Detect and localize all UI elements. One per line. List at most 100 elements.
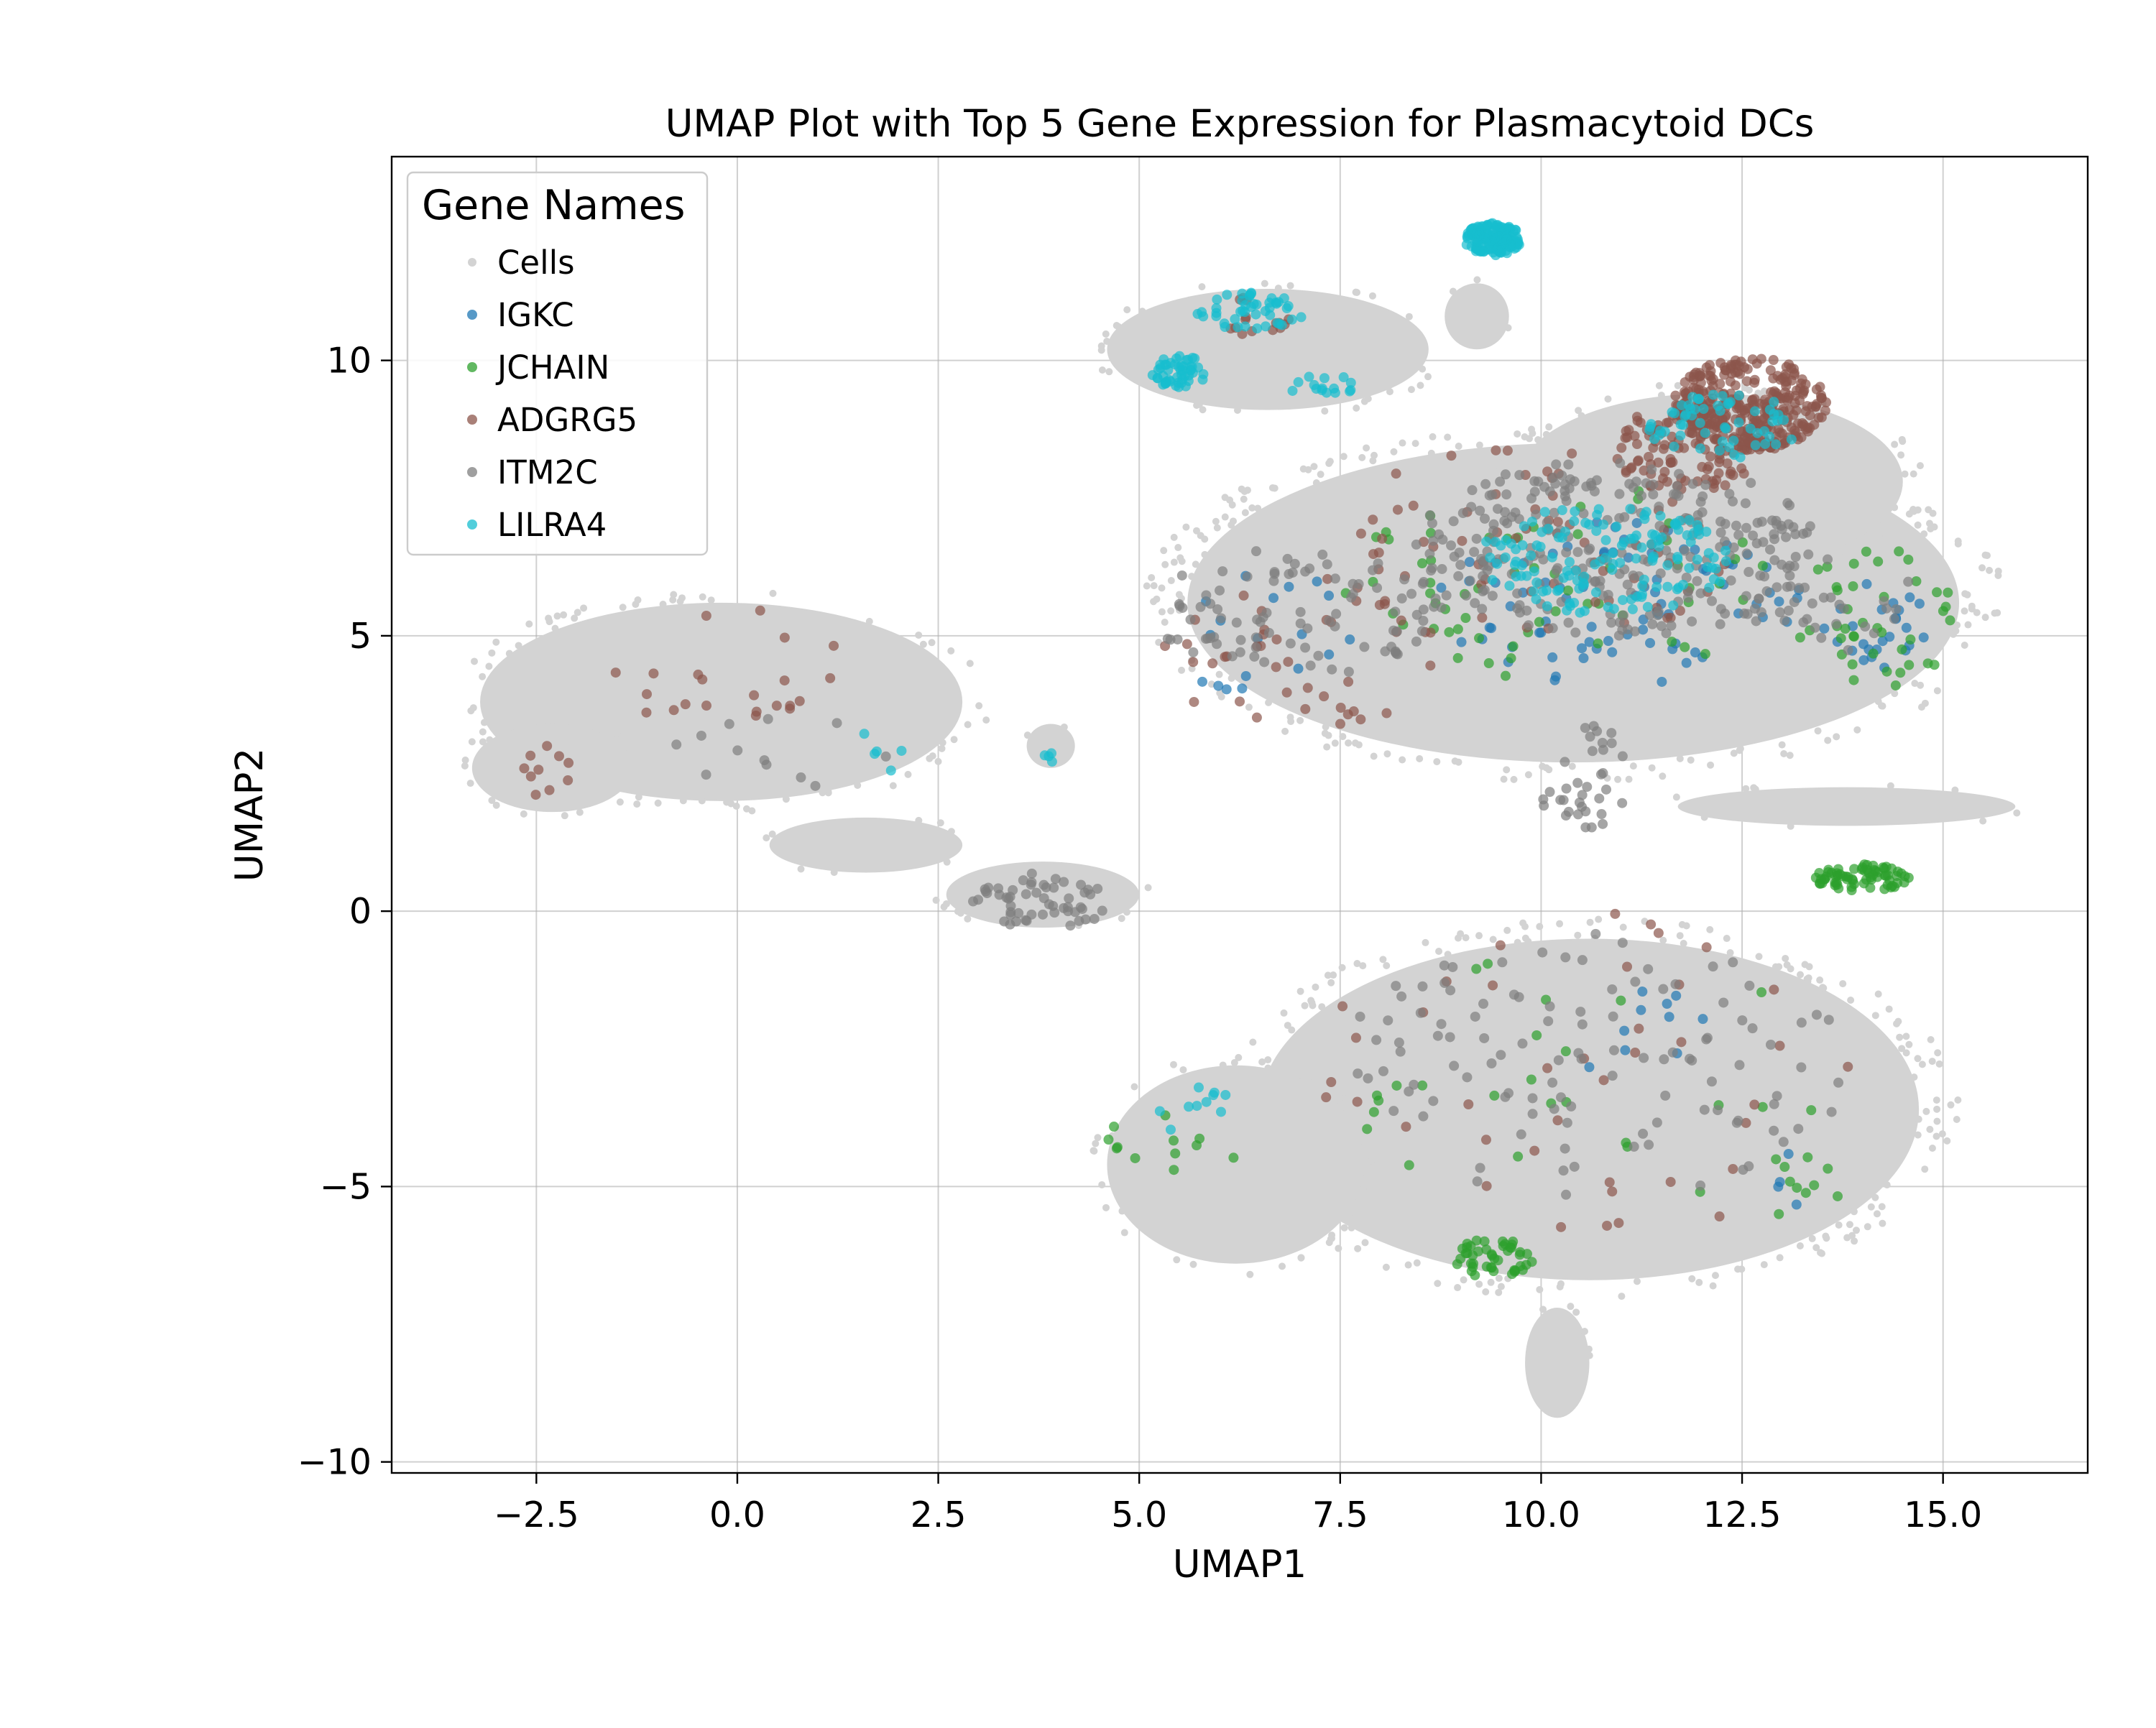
cell-point bbox=[1179, 1066, 1187, 1073]
cell-point bbox=[1175, 591, 1183, 599]
cell-point bbox=[1917, 681, 1925, 689]
point-itm2c bbox=[759, 755, 770, 766]
point-itm2c bbox=[1392, 649, 1403, 660]
point-itm2c bbox=[1644, 1140, 1654, 1150]
point-itm2c bbox=[1005, 900, 1016, 911]
cell-point bbox=[1864, 1223, 1871, 1231]
point-adgrg5 bbox=[1735, 369, 1746, 379]
point-itm2c bbox=[1558, 795, 1569, 805]
point-adgrg5 bbox=[1477, 612, 1488, 623]
point-itm2c bbox=[1523, 620, 1534, 631]
cell-point bbox=[1901, 470, 1909, 478]
point-itm2c bbox=[1831, 619, 1842, 629]
point-itm2c bbox=[1658, 984, 1669, 994]
cell-point bbox=[1153, 595, 1161, 603]
cell-point bbox=[1219, 1061, 1227, 1069]
cell-point bbox=[1279, 1062, 1287, 1070]
cell-point bbox=[1871, 1012, 1879, 1020]
point-itm2c bbox=[1756, 517, 1767, 527]
cell-point bbox=[1882, 532, 1890, 540]
point-igkc bbox=[1213, 680, 1224, 691]
point-igkc bbox=[1667, 644, 1678, 655]
point-itm2c bbox=[1250, 642, 1261, 653]
cell-point bbox=[1711, 1272, 1719, 1280]
point-adgrg5 bbox=[1697, 386, 1708, 397]
cell-point bbox=[1951, 786, 1959, 794]
cell-point bbox=[1331, 739, 1339, 747]
point-itm2c bbox=[1578, 508, 1589, 519]
point-lilra4 bbox=[1564, 598, 1575, 609]
point-igkc bbox=[1436, 582, 1447, 593]
cell-point bbox=[551, 624, 559, 632]
point-lilra4 bbox=[1197, 307, 1207, 318]
point-lilra4 bbox=[1250, 309, 1261, 320]
point-itm2c bbox=[1647, 619, 1658, 629]
cell-point bbox=[915, 816, 923, 824]
cell-point bbox=[486, 736, 494, 744]
cell-point bbox=[1676, 754, 1684, 762]
cell-point bbox=[1258, 1058, 1266, 1066]
cell-point bbox=[1102, 1203, 1110, 1211]
point-itm2c bbox=[1411, 539, 1422, 550]
point-itm2c bbox=[1747, 1023, 1758, 1034]
point-adgrg5 bbox=[749, 690, 760, 701]
cell-point bbox=[1383, 750, 1391, 758]
point-itm2c bbox=[1769, 534, 1780, 545]
cell-point bbox=[1709, 1282, 1717, 1290]
point-jchain bbox=[1849, 864, 1860, 874]
point-itm2c bbox=[1659, 1054, 1669, 1065]
point-jchain bbox=[1417, 1080, 1428, 1091]
point-itm2c bbox=[1833, 1077, 1844, 1088]
point-adgrg5 bbox=[1322, 573, 1333, 584]
point-itm2c bbox=[1013, 907, 1024, 918]
point-lilra4 bbox=[896, 745, 907, 756]
point-itm2c bbox=[1628, 482, 1639, 493]
cell-point bbox=[1246, 1270, 1254, 1278]
point-lilra4 bbox=[1692, 554, 1703, 565]
point-adgrg5 bbox=[1662, 417, 1672, 428]
point-itm2c bbox=[1643, 964, 1654, 974]
point-itm2c bbox=[1317, 549, 1328, 560]
cells-region bbox=[1026, 724, 1075, 768]
cell-point bbox=[1586, 918, 1594, 926]
point-itm2c bbox=[1395, 1046, 1406, 1057]
point-itm2c bbox=[1231, 617, 1242, 628]
cell-point bbox=[1510, 775, 1518, 783]
point-lilra4 bbox=[1189, 353, 1200, 364]
point-itm2c bbox=[1439, 960, 1450, 971]
point-itm2c bbox=[1373, 558, 1383, 569]
point-adgrg5 bbox=[1733, 402, 1744, 413]
cell-point bbox=[479, 728, 487, 736]
cell-point bbox=[1500, 775, 1508, 783]
point-adgrg5 bbox=[1251, 712, 1262, 723]
cell-point bbox=[1174, 544, 1182, 552]
point-adgrg5 bbox=[1355, 528, 1366, 539]
point-adgrg5 bbox=[1502, 445, 1513, 456]
cell-point bbox=[1241, 509, 1249, 517]
point-jchain bbox=[1806, 1105, 1817, 1116]
point-itm2c bbox=[1769, 1099, 1779, 1109]
point-itm2c bbox=[1789, 596, 1800, 607]
point-lilra4 bbox=[1184, 1101, 1194, 1112]
cell-point bbox=[1178, 666, 1186, 674]
cell-point bbox=[854, 781, 862, 789]
cell-point bbox=[1340, 1224, 1348, 1232]
point-lilra4 bbox=[1187, 367, 1198, 378]
point-lilra4 bbox=[1510, 224, 1521, 235]
cells-region bbox=[1525, 1308, 1590, 1418]
cell-point bbox=[654, 799, 662, 807]
cell-point bbox=[678, 594, 686, 602]
cell-point bbox=[1105, 368, 1113, 376]
point-itm2c bbox=[1467, 485, 1478, 496]
cells-region bbox=[1107, 1065, 1365, 1264]
cell-point bbox=[1201, 535, 1209, 543]
point-igkc bbox=[1636, 1004, 1646, 1015]
point-adgrg5 bbox=[1701, 942, 1712, 953]
point-itm2c bbox=[1050, 874, 1061, 884]
cell-point bbox=[1818, 1249, 1826, 1257]
point-jchain bbox=[1792, 1183, 1802, 1193]
point-lilra4 bbox=[1462, 231, 1473, 242]
cell-point bbox=[982, 716, 990, 724]
point-itm2c bbox=[831, 718, 842, 729]
point-adgrg5 bbox=[519, 763, 530, 774]
